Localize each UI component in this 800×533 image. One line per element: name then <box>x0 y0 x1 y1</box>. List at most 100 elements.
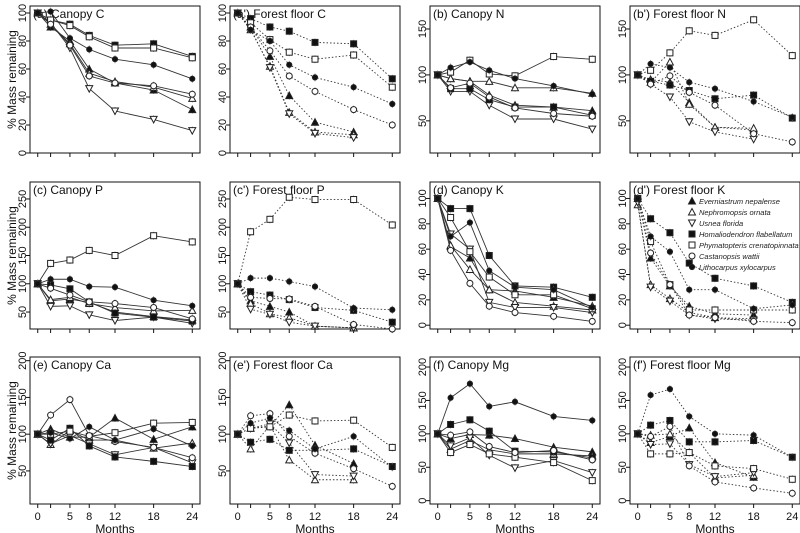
data-point <box>447 420 455 428</box>
data-point <box>788 52 796 60</box>
x-tick-label: 8 <box>686 511 692 523</box>
data-point <box>588 456 596 464</box>
data-point <box>66 35 74 42</box>
data-point <box>486 67 493 74</box>
data-point <box>647 80 655 88</box>
series-line <box>437 383 593 434</box>
data-point <box>511 449 519 457</box>
data-point <box>647 66 655 74</box>
y-tick-label: 60 <box>417 243 429 255</box>
data-point <box>647 215 655 223</box>
data-point <box>666 385 674 393</box>
data-point <box>684 99 694 108</box>
panel-title: (d) Canopy K <box>433 183 504 197</box>
y-tick-label: 60 <box>217 63 229 75</box>
data-point <box>388 221 396 229</box>
data-point <box>466 58 474 66</box>
y-tick-label: 150 <box>217 388 229 406</box>
data-point <box>188 238 196 246</box>
data-point <box>188 54 196 62</box>
data-point <box>65 302 75 311</box>
series-line <box>237 12 354 136</box>
data-point <box>266 414 274 422</box>
data-point <box>46 302 55 311</box>
data-point <box>388 121 396 129</box>
data-point <box>111 453 119 461</box>
panel-title: (e') Forest floor Ca <box>233 358 333 372</box>
data-point <box>388 83 396 91</box>
x-tick-label: 24 <box>186 511 198 523</box>
y-tick-label: 200 <box>217 218 229 236</box>
x-axis-label: Months <box>695 522 734 533</box>
series-line <box>637 198 754 316</box>
data-point <box>666 81 674 89</box>
legend-marker <box>688 241 696 249</box>
data-point <box>686 413 693 420</box>
data-point <box>750 130 758 138</box>
data-point <box>247 420 254 427</box>
data-point <box>266 23 274 31</box>
data-point <box>550 413 557 420</box>
data-point <box>266 423 274 431</box>
data-point <box>47 8 54 15</box>
data-point <box>666 72 674 80</box>
data-point <box>350 40 358 48</box>
y-tick-label: 50 <box>217 306 229 318</box>
y-tick-label: 250 <box>17 190 29 208</box>
y-tick-label: 40 <box>617 268 629 280</box>
data-point <box>710 128 720 137</box>
data-point <box>284 110 294 119</box>
data-point <box>34 431 41 438</box>
data-point <box>511 309 519 317</box>
data-point <box>47 429 54 436</box>
y-tick-label: 0 <box>617 322 629 328</box>
data-point <box>311 445 319 452</box>
data-point <box>150 443 158 451</box>
data-point <box>47 20 55 28</box>
data-point <box>788 319 796 327</box>
data-point <box>466 79 474 87</box>
legend-marker <box>687 219 697 228</box>
data-point <box>485 443 493 451</box>
data-point <box>710 473 720 482</box>
data-point <box>685 88 693 96</box>
data-point <box>711 31 719 39</box>
data-point <box>187 105 197 114</box>
data-point <box>311 55 319 63</box>
panel-b: (b) Canopy N 50 100 150 <box>417 5 601 157</box>
series-line <box>237 12 354 139</box>
panel-f-prime: (f') Forest floor Mg 0 50 100 150 200 0 5 8 12 18 2… <box>617 356 800 533</box>
data-point <box>711 462 719 470</box>
x-tick-label: 0 <box>435 511 441 523</box>
y-tick-label: 100 <box>17 4 29 22</box>
panel-c: (c) Canopy P 50 100 150 200 250% Mass remaini… <box>5 181 201 333</box>
legend-marker <box>687 196 697 205</box>
data-point <box>311 302 319 310</box>
data-point <box>750 91 758 99</box>
data-point <box>187 127 197 136</box>
data-point <box>789 301 796 309</box>
data-point <box>388 482 396 490</box>
data-point <box>789 454 796 461</box>
data-point <box>311 196 319 204</box>
data-point <box>86 46 93 53</box>
x-tick-label: 0 <box>635 511 641 523</box>
data-point <box>150 44 158 52</box>
y-axis-label: % Mass remaining <box>5 206 19 305</box>
data-point <box>485 273 493 281</box>
data-point <box>150 232 158 240</box>
data-point <box>588 293 596 301</box>
panel-title: (b) Canopy N <box>433 7 504 21</box>
data-point <box>150 313 158 321</box>
panel-f: (f) Canopy Mg 0 50 100 150 200 0 5 8 12 18 24 Months <box>417 356 601 533</box>
data-point <box>311 417 319 425</box>
data-point <box>665 297 675 306</box>
data-point <box>447 394 454 401</box>
y-tick-label: 40 <box>17 91 29 103</box>
panel-title: (e) Canopy Ca <box>33 358 111 372</box>
data-point <box>666 281 674 289</box>
y-tick-label: 0 <box>217 150 229 156</box>
data-point <box>266 37 274 45</box>
data-point <box>188 418 196 426</box>
